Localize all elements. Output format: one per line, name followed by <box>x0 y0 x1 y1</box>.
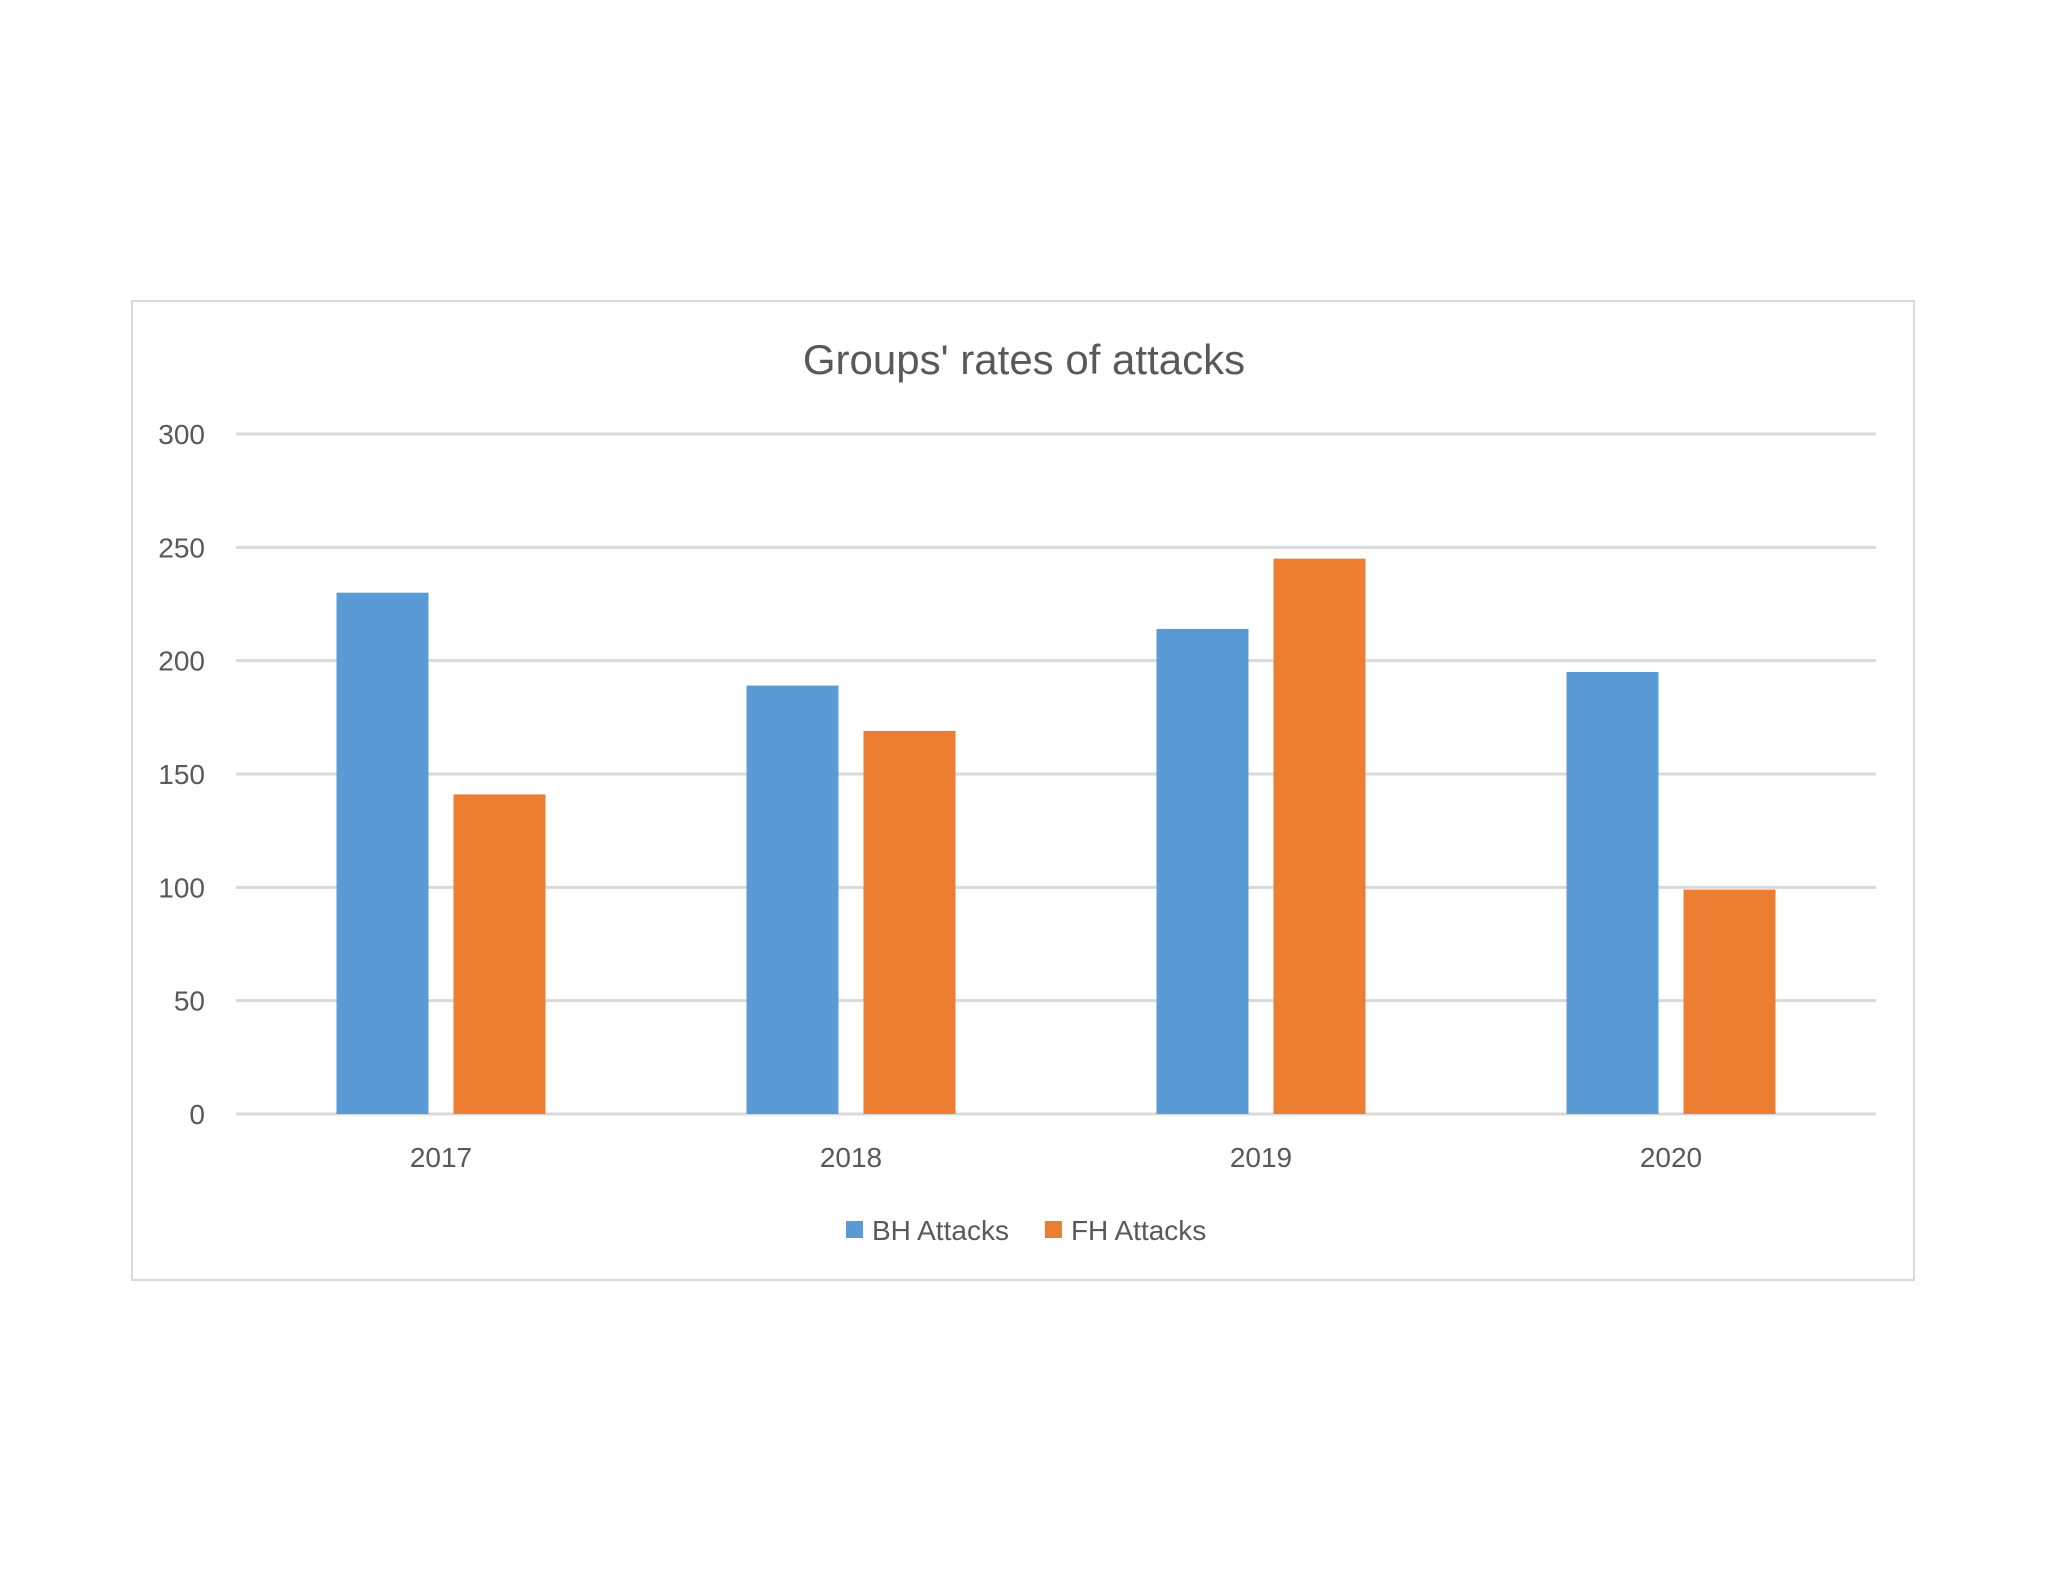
bar-fh-attacks-2019 <box>1273 558 1366 1114</box>
legend-swatch <box>1044 1221 1062 1238</box>
legend-label: BH Attacks <box>872 1215 1009 1246</box>
y-tick-label: 250 <box>158 532 205 563</box>
chart-frame <box>131 300 1915 1281</box>
bar-fh-attacks-2020 <box>1683 889 1776 1114</box>
y-tick-label: 300 <box>158 419 205 450</box>
legend-swatch <box>846 1221 863 1238</box>
y-tick-label: 200 <box>158 646 205 677</box>
bar-bh-attacks-2017 <box>336 592 429 1114</box>
x-tick-label: 2018 <box>820 1142 882 1173</box>
y-tick-label: 50 <box>174 986 205 1017</box>
y-tick-label: 100 <box>158 872 205 903</box>
legend-label: FH Attacks <box>1071 1215 1206 1246</box>
bar-bh-attacks-2019 <box>1156 628 1249 1114</box>
y-tick-label: 150 <box>158 759 205 790</box>
bar-fh-attacks-2018 <box>863 730 956 1114</box>
bar-bh-attacks-2018 <box>746 685 839 1114</box>
x-tick-label: 2020 <box>1640 1142 1702 1173</box>
x-tick-label: 2017 <box>410 1142 472 1173</box>
y-tick-label: 0 <box>189 1099 205 1130</box>
chart-title: Groups' rates of attacks <box>803 336 1245 383</box>
bar-bh-attacks-2020 <box>1566 672 1659 1114</box>
bar-fh-attacks-2017 <box>453 794 546 1114</box>
x-tick-label: 2019 <box>1230 1142 1292 1173</box>
